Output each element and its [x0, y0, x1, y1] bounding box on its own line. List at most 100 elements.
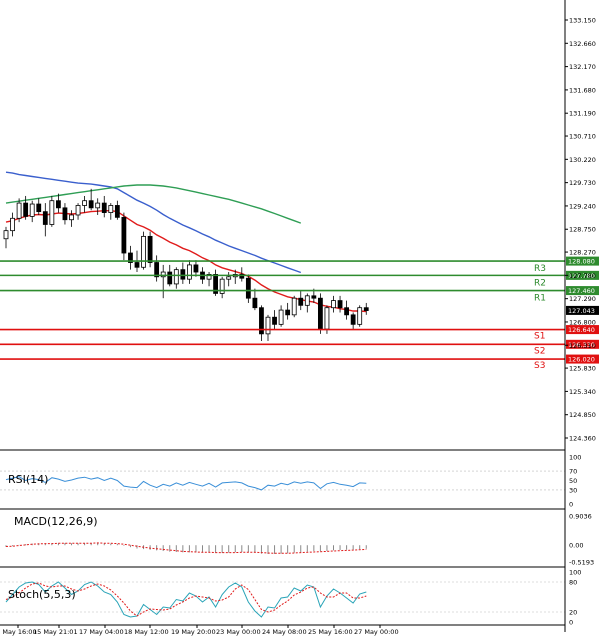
candle-bear — [298, 297, 304, 306]
candle-bear — [23, 202, 29, 217]
candle-bear — [350, 314, 356, 325]
rsi-tick-label: 0 — [569, 501, 573, 509]
rsi-tick-label: 70 — [569, 468, 577, 476]
candle-bear — [193, 264, 199, 273]
level-price-label: 126.640 — [568, 326, 595, 334]
stoch-tick-label: 0 — [569, 619, 573, 627]
level-name-label: S2 — [534, 346, 545, 356]
axes — [0, 0, 568, 632]
current-price-label: 127.043 — [568, 307, 595, 315]
level-name-label: R2 — [534, 278, 546, 288]
candle-bull — [141, 235, 146, 268]
candle-bull — [75, 205, 81, 216]
macd-tick-label: -0.5193 — [569, 559, 594, 567]
stoch-tick-label: 20 — [569, 609, 577, 617]
rsi-tick-label: 50 — [569, 477, 577, 485]
macd-tick-label: 0.00 — [569, 542, 583, 550]
candle-bear — [88, 200, 94, 209]
time-tick-label: 14 May 16:00 — [0, 628, 37, 636]
candle-bear — [344, 307, 350, 316]
level-price-label: 126.020 — [568, 356, 595, 364]
macd-signal-line — [5, 542, 367, 554]
level-price-label: 128.080 — [568, 258, 595, 266]
price-tick-label: 131.190 — [569, 110, 596, 118]
candle-bull — [291, 297, 297, 316]
candle-bear — [252, 297, 258, 309]
candle-bull — [95, 202, 101, 209]
time-tick-label: 24 May 08:00 — [262, 628, 307, 636]
price-tick-label: 132.660 — [569, 40, 596, 48]
price-tick-label: 130.710 — [569, 133, 596, 141]
candle-bull — [173, 269, 179, 285]
price-tick-label: 127.780 — [569, 272, 596, 280]
level-price-tag — [566, 325, 599, 335]
time-tick-label: 25 May 16:00 — [308, 628, 353, 636]
candle-bear — [154, 262, 160, 278]
price-tick-label: 126.310 — [569, 342, 596, 350]
candle-bear — [128, 252, 133, 263]
candle-bear — [259, 307, 264, 335]
candle-bull — [206, 274, 212, 280]
stoch-panel: 100 80 20 0 Stoch(5,5,3) — [0, 569, 581, 627]
candle-bear — [285, 309, 291, 316]
candle-bull — [108, 205, 114, 213]
candle-bull — [49, 200, 55, 225]
price-tick-label: 129.730 — [569, 179, 596, 187]
candle-bull — [357, 307, 363, 325]
rsi-tick-label: 30 — [569, 486, 577, 494]
candle-bull — [3, 230, 9, 240]
price-tick-label: 128.270 — [569, 249, 596, 257]
time-tick-label: 15 May 21:01 — [33, 628, 78, 636]
candle-bear — [363, 307, 369, 311]
candle-bull — [265, 316, 271, 335]
price-tick-label: 124.850 — [569, 411, 596, 419]
candle-bear — [337, 300, 343, 309]
level-name-label: R3 — [534, 264, 546, 274]
rsi-label: RSI(14) — [8, 473, 48, 486]
macd-label: MACD(12,26,9) — [14, 515, 98, 528]
candle-bull — [226, 276, 232, 280]
level-price-tag — [566, 286, 599, 296]
rsi-line — [5, 476, 367, 491]
stoch-k-line — [5, 581, 367, 618]
candle-bear — [42, 211, 48, 225]
price-tick-label: 133.150 — [569, 17, 596, 25]
stoch-d-line — [5, 582, 367, 617]
candle-bull — [160, 271, 166, 278]
current-price-tag — [566, 305, 599, 315]
time-tick-label: 19 May 20:00 — [171, 628, 216, 636]
candle-bull — [10, 217, 15, 232]
price-tick-label: 129.240 — [569, 202, 596, 210]
price-tick-label: 124.360 — [569, 435, 596, 443]
stoch-label: Stoch(5,5,3) — [8, 588, 76, 601]
time-tick-label: 18 May 12:00 — [124, 628, 169, 636]
level-name-label: S1 — [534, 332, 545, 342]
candle-bear — [121, 216, 127, 254]
level-price-label: 127.780 — [568, 272, 595, 280]
candle-bear — [114, 205, 120, 218]
level-name-label: R1 — [534, 294, 546, 304]
stoch-tick-label: 100 — [569, 569, 581, 577]
support-resistance-levels: 128.080 R3 127.780 R2 127.460 R1 126.640 S1 126.… — [0, 256, 599, 371]
candle-bear — [245, 277, 251, 299]
candle-bull — [69, 214, 74, 221]
time-tick-label: 23 May 00:00 — [216, 628, 261, 636]
rsi-tick-label: 100 — [569, 454, 581, 462]
candle-bull — [304, 295, 310, 306]
candle-bull — [186, 264, 192, 280]
candle-bear — [213, 274, 219, 294]
level-price-tag — [566, 354, 599, 364]
price-tick-label: 127.290 — [569, 295, 596, 303]
candle-bear — [317, 297, 323, 330]
macd-panel: 0.9036 0.00 -0.5193 MACD(12,26,9) — [0, 513, 594, 568]
candle-bull — [16, 202, 22, 219]
price-tick-label: 131.680 — [569, 86, 596, 94]
axis-labels: 133.150 132.660 132.170 131.680 131.190 130.7… — [0, 17, 596, 637]
moving-average-line — [5, 171, 302, 274]
candle-bear — [56, 200, 61, 209]
macd-tick-label: 0.9036 — [569, 513, 592, 521]
candle-bull — [331, 300, 336, 309]
